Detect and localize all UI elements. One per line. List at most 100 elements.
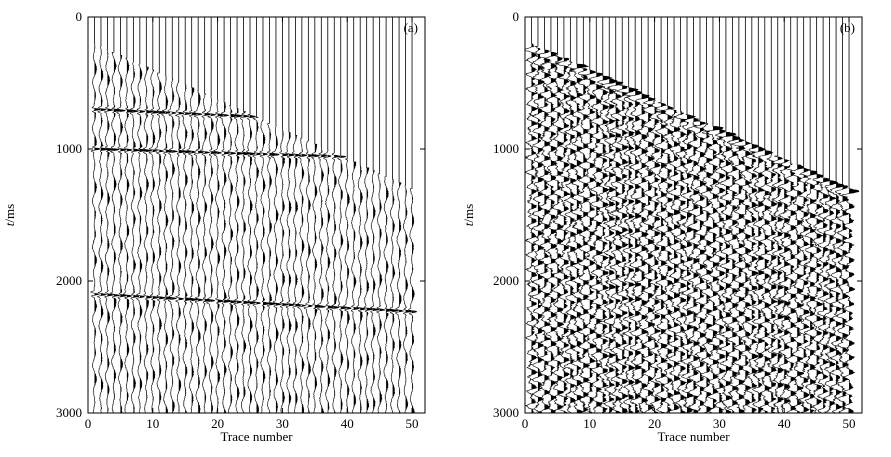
traces-b xyxy=(525,17,860,413)
trace-fill-6 xyxy=(563,58,570,413)
trace-fill-35 xyxy=(314,144,322,409)
trace-wiggle-5 xyxy=(116,54,128,413)
trace-fill-50 xyxy=(849,189,859,413)
x-tick-label: 0 xyxy=(85,416,92,431)
trace-fill-42 xyxy=(797,164,805,413)
trace-wiggle-11 xyxy=(154,72,167,413)
y-axis-label-var-a: t xyxy=(2,222,17,226)
trace-fill-20 xyxy=(217,99,224,408)
trace-wiggle-8 xyxy=(135,63,147,413)
trace-wiggle-47 xyxy=(389,179,400,413)
trace-wiggle-49 xyxy=(834,185,850,413)
trace-fill-22 xyxy=(667,105,674,413)
trace-wiggle-10 xyxy=(148,69,160,413)
trace-fill-31 xyxy=(288,132,295,406)
trace-fill-7 xyxy=(570,61,577,413)
x-tick-label: 20 xyxy=(648,416,661,431)
ticks-a: 0 10 20 30 40 50 0 1000 2000 3000 xyxy=(56,9,425,431)
trace-fill-27 xyxy=(262,133,271,402)
trace-fill-33 xyxy=(738,138,746,413)
trace-fill-40 xyxy=(347,160,352,413)
trace-fill-34 xyxy=(745,141,752,406)
trace-fill-16 xyxy=(628,87,639,413)
trace-fill-38 xyxy=(771,153,778,413)
trace-fill-25 xyxy=(687,115,696,413)
trace-wiggle-12 xyxy=(161,75,173,413)
trace-wiggle-3 xyxy=(104,49,115,413)
trace-wiggle-33 xyxy=(297,137,308,413)
x-axis-label-b: Trace number xyxy=(657,429,730,444)
trace-fill-41 xyxy=(790,161,797,412)
trace-fill-10 xyxy=(589,70,596,413)
trace-fill-1 xyxy=(531,43,538,413)
trace-fill-28 xyxy=(706,123,713,413)
ticks-b: 0 10 20 30 40 50 0 1000 2000 3000 xyxy=(493,9,862,431)
trace-fill-10 xyxy=(152,70,160,413)
trace-fill-11 xyxy=(159,80,166,413)
y-axis-label-b: t/ms xyxy=(461,204,476,226)
trace-fill-12 xyxy=(602,76,613,413)
trace-wiggle-1 xyxy=(525,43,539,413)
trace-fill-2 xyxy=(537,48,545,413)
x-tick-label: 50 xyxy=(406,416,419,431)
trace-fill-38 xyxy=(334,155,341,413)
trace-fill-50 xyxy=(412,195,417,413)
trace-fill-32 xyxy=(732,135,741,413)
trace-fill-36 xyxy=(758,147,766,413)
x-tick-label: 20 xyxy=(211,416,224,431)
trace-fill-20 xyxy=(654,100,661,413)
traces-a xyxy=(90,17,418,413)
trace-fill-15 xyxy=(622,85,629,413)
trace-fill-19 xyxy=(211,97,218,413)
trace-fill-45 xyxy=(379,181,386,406)
x-tick-label: 50 xyxy=(843,416,856,431)
trace-fill-30 xyxy=(719,129,726,413)
trace-wiggle-16 xyxy=(621,87,639,413)
trace-fill-40 xyxy=(784,159,791,413)
trace-wiggle-25 xyxy=(679,114,697,413)
trace-wiggle-28 xyxy=(266,123,277,413)
trace-wiggle-49 xyxy=(402,185,413,413)
trace-wiggle-39 xyxy=(337,155,347,413)
trace-wiggle-34 xyxy=(735,140,752,413)
y-axis-label-a: t/ms xyxy=(2,204,17,226)
trace-fill-47 xyxy=(829,180,838,410)
trace-wiggle-38 xyxy=(763,152,778,413)
trace-fill-11 xyxy=(596,73,603,407)
x-tick-label: 0 xyxy=(522,416,529,431)
trace-fill-48 xyxy=(836,182,844,411)
y-axis-label-unit-b: /ms xyxy=(461,204,476,223)
trace-fill-48 xyxy=(399,182,404,413)
trace-wiggle-7 xyxy=(563,60,578,413)
trace-fill-49 xyxy=(405,188,412,411)
trace-fill-39 xyxy=(777,157,784,413)
trace-wiggle-7 xyxy=(129,60,141,413)
trace-fill-39 xyxy=(340,156,347,413)
trace-wiggle-17 xyxy=(625,90,643,413)
trace-wiggle-50 xyxy=(841,188,860,413)
trace-wiggle-31 xyxy=(285,131,296,413)
y-tick-label: 1000 xyxy=(56,141,82,156)
trace-fill-5 xyxy=(557,56,564,411)
x-tick-label: 40 xyxy=(341,416,354,431)
trace-fill-19 xyxy=(648,97,656,411)
y-tick-label: 0 xyxy=(76,9,83,24)
x-tick-label: 30 xyxy=(276,416,289,431)
trace-wiggle-2 xyxy=(530,46,545,413)
panel-label-a: (a) xyxy=(404,20,418,35)
y-axis-label-var-b: t xyxy=(461,222,476,226)
trace-wiggle-45 xyxy=(376,173,387,413)
trace-fill-49 xyxy=(842,185,849,411)
trace-wiggle-43 xyxy=(363,167,374,413)
x-tick-label: 30 xyxy=(713,416,726,431)
trace-fill-16 xyxy=(191,87,198,413)
trace-fill-27 xyxy=(699,121,707,410)
trace-wiggle-29 xyxy=(270,126,282,413)
trace-fill-32 xyxy=(295,135,302,407)
trace-fill-41 xyxy=(353,161,360,408)
trace-fill-3 xyxy=(544,49,551,410)
y-tick-label: 2000 xyxy=(493,273,519,288)
trace-wiggle-43 xyxy=(796,167,811,413)
trace-wiggle-15 xyxy=(615,84,630,413)
